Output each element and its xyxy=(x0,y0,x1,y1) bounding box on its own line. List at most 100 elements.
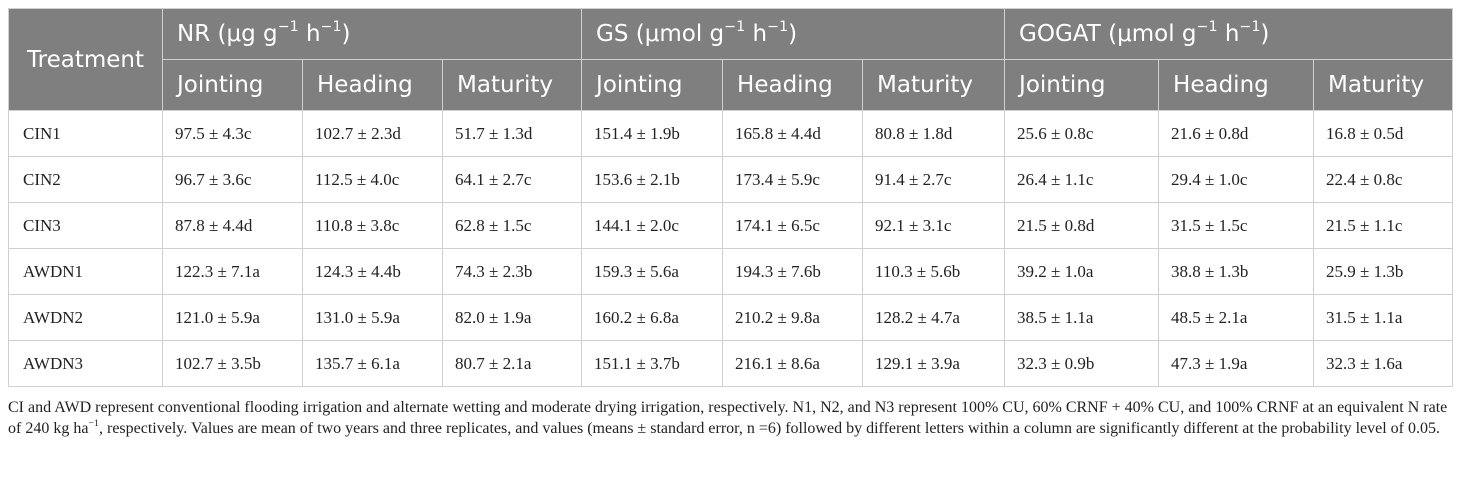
value-cell: 80.7 ± 2.1a xyxy=(441,340,583,387)
footnote-text-2: , respectively. Values are mean of two y… xyxy=(98,420,1440,437)
stage-header-gogat-maturity: Maturity xyxy=(1313,59,1454,111)
group-header-gs-end: ) xyxy=(788,21,798,47)
value-cell: 122.3 ± 7.1a xyxy=(162,248,303,295)
table-row: CIN2 96.7 ± 3.6c 112.5 ± 4.0c 64.1 ± 2.7… xyxy=(8,156,1454,203)
value-cell: 47.3 ± 1.9a xyxy=(1158,340,1315,387)
treatment-cell: CIN1 xyxy=(8,110,163,157)
value-cell: 151.4 ± 1.9b xyxy=(581,110,724,157)
value-cell: 110.3 ± 5.6b xyxy=(862,248,1006,295)
stage-header-gogat-jointing: Jointing xyxy=(1004,59,1160,111)
group-header-nr-mid: h xyxy=(298,21,321,47)
value-cell: 74.3 ± 2.3b xyxy=(441,248,583,295)
value-cell: 129.1 ± 3.9a xyxy=(862,340,1006,387)
value-cell: 80.8 ± 1.8d xyxy=(862,110,1006,157)
table-figure: Treatment NR (μg g−1 h−1) GS (μmol g−1 h… xyxy=(8,8,1454,439)
group-header-nr: NR (μg g−1 h−1) xyxy=(161,8,583,60)
group-header-gogat-mid: h xyxy=(1217,21,1240,47)
data-table: Treatment NR (μg g−1 h−1) GS (μmol g−1 h… xyxy=(8,8,1454,387)
group-header-gs-exp2: −1 xyxy=(767,19,789,36)
table-row: CIN3 87.8 ± 4.4d 110.8 ± 3.8c 62.8 ± 1.5… xyxy=(8,202,1454,249)
footnote-exponent: −1 xyxy=(88,418,99,430)
stage-header-gs-heading: Heading xyxy=(722,59,864,111)
treatment-cell: CIN2 xyxy=(8,156,163,203)
table-row: AWDN1 122.3 ± 7.1a 124.3 ± 4.4b 74.3 ± 2… xyxy=(8,248,1454,295)
value-cell: 38.8 ± 1.3b xyxy=(1158,248,1315,295)
value-cell: 144.1 ± 2.0c xyxy=(581,202,724,249)
value-cell: 174.1 ± 6.5c xyxy=(722,202,864,249)
value-cell: 82.0 ± 1.9a xyxy=(441,294,583,341)
group-header-gogat-exp2: −1 xyxy=(1239,19,1261,36)
value-cell: 31.5 ± 1.5c xyxy=(1158,202,1315,249)
value-cell: 121.0 ± 5.9a xyxy=(162,294,303,341)
value-cell: 128.2 ± 4.7a xyxy=(862,294,1006,341)
value-cell: 26.4 ± 1.1c xyxy=(1004,156,1160,203)
treatment-cell: AWDN2 xyxy=(8,294,163,341)
value-cell: 97.5 ± 4.3c xyxy=(162,110,303,157)
value-cell: 124.3 ± 4.4b xyxy=(302,248,443,295)
value-cell: 87.8 ± 4.4d xyxy=(162,202,303,249)
group-header-gs-mid: h xyxy=(745,21,768,47)
value-cell: 62.8 ± 1.5c xyxy=(441,202,583,249)
value-cell: 131.0 ± 5.9a xyxy=(302,294,443,341)
treatment-cell: AWDN3 xyxy=(8,340,163,387)
group-header-nr-base: NR (μg g xyxy=(177,21,278,47)
stage-header-nr-maturity: Maturity xyxy=(441,59,583,111)
group-header-gs-base: GS (μmol g xyxy=(596,21,725,47)
table-row: AWDN2 121.0 ± 5.9a 131.0 ± 5.9a 82.0 ± 1… xyxy=(8,294,1454,341)
value-cell: 96.7 ± 3.6c xyxy=(162,156,303,203)
stage-header-gs-maturity: Maturity xyxy=(862,59,1006,111)
value-cell: 160.2 ± 6.8a xyxy=(581,294,724,341)
value-cell: 51.7 ± 1.3d xyxy=(441,110,583,157)
value-cell: 25.6 ± 0.8c xyxy=(1004,110,1160,157)
group-header-gogat-base: GOGAT (μmol g xyxy=(1019,21,1197,47)
value-cell: 110.8 ± 3.8c xyxy=(302,202,443,249)
value-cell: 39.2 ± 1.0a xyxy=(1004,248,1160,295)
value-cell: 91.4 ± 2.7c xyxy=(862,156,1006,203)
group-header-nr-exp1: −1 xyxy=(277,19,299,36)
group-header-nr-end: ) xyxy=(341,21,351,47)
value-cell: 29.4 ± 1.0c xyxy=(1158,156,1315,203)
value-cell: 21.6 ± 0.8d xyxy=(1158,110,1315,157)
table-row: AWDN3 102.7 ± 3.5b 135.7 ± 6.1a 80.7 ± 2… xyxy=(8,340,1454,387)
table-row: CIN1 97.5 ± 4.3c 102.7 ± 2.3d 51.7 ± 1.3… xyxy=(8,110,1454,157)
group-header-gs-exp1: −1 xyxy=(724,19,746,36)
group-header-gogat-exp1: −1 xyxy=(1196,19,1218,36)
stage-header-gs-jointing: Jointing xyxy=(581,59,724,111)
value-cell: 102.7 ± 2.3d xyxy=(302,110,443,157)
value-cell: 210.2 ± 9.8a xyxy=(722,294,864,341)
footnote-text-1: CI and AWD represent conventional floodi… xyxy=(8,399,1448,437)
value-cell: 173.4 ± 5.9c xyxy=(722,156,864,203)
value-cell: 135.7 ± 6.1a xyxy=(302,340,443,387)
group-header-gs: GS (μmol g−1 h−1) xyxy=(581,8,1006,60)
stage-header-nr-jointing: Jointing xyxy=(162,59,303,111)
group-header-gogat-end: ) xyxy=(1260,21,1270,47)
value-cell: 31.5 ± 1.1a xyxy=(1313,294,1454,341)
stage-header-gogat-heading: Heading xyxy=(1158,59,1315,111)
value-cell: 102.7 ± 3.5b xyxy=(162,340,303,387)
treatment-cell: AWDN1 xyxy=(8,248,163,295)
value-cell: 112.5 ± 4.0c xyxy=(302,156,443,203)
value-cell: 153.6 ± 2.1b xyxy=(581,156,724,203)
value-cell: 22.4 ± 0.8c xyxy=(1313,156,1454,203)
table-footnote: CI and AWD represent conventional floodi… xyxy=(8,397,1452,439)
value-cell: 159.3 ± 5.6a xyxy=(581,248,724,295)
group-header-gogat: GOGAT (μmol g−1 h−1) xyxy=(1004,8,1454,60)
value-cell: 48.5 ± 2.1a xyxy=(1158,294,1315,341)
group-header-nr-exp2: −1 xyxy=(320,19,342,36)
value-cell: 194.3 ± 7.6b xyxy=(722,248,864,295)
value-cell: 216.1 ± 8.6a xyxy=(722,340,864,387)
header-row-stages: Jointing Heading Maturity Jointing Headi… xyxy=(9,59,1454,111)
value-cell: 165.8 ± 4.4d xyxy=(722,110,864,157)
value-cell: 21.5 ± 0.8d xyxy=(1004,202,1160,249)
value-cell: 32.3 ± 1.6a xyxy=(1313,340,1454,387)
treatment-header: Treatment xyxy=(8,8,163,111)
value-cell: 16.8 ± 0.5d xyxy=(1313,110,1454,157)
value-cell: 38.5 ± 1.1a xyxy=(1004,294,1160,341)
value-cell: 92.1 ± 3.1c xyxy=(862,202,1006,249)
value-cell: 151.1 ± 3.7b xyxy=(581,340,724,387)
value-cell: 32.3 ± 0.9b xyxy=(1004,340,1160,387)
value-cell: 64.1 ± 2.7c xyxy=(441,156,583,203)
stage-header-nr-heading: Heading xyxy=(302,59,443,111)
value-cell: 25.9 ± 1.3b xyxy=(1313,248,1454,295)
value-cell: 21.5 ± 1.1c xyxy=(1313,202,1454,249)
